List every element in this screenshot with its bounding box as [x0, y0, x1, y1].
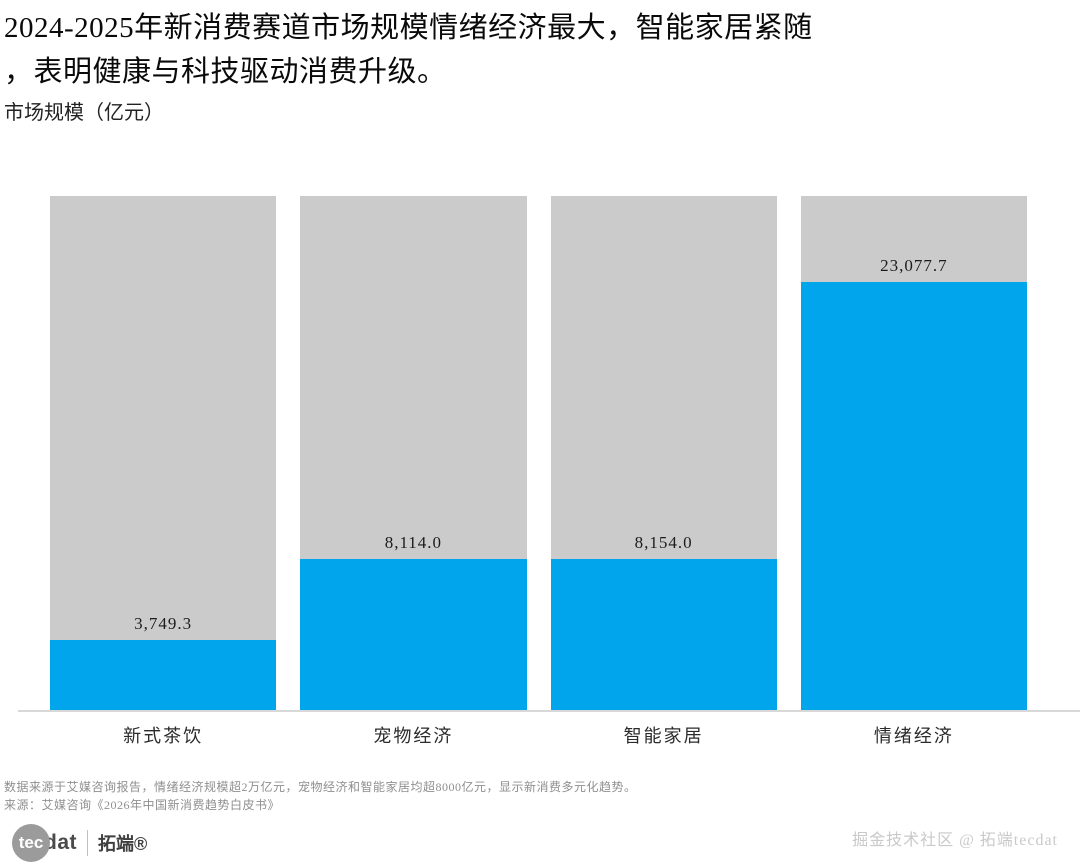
- x-axis-line: [18, 710, 1080, 712]
- bar-value-label: 8,154.0: [634, 532, 693, 552]
- logo-divider: [87, 830, 88, 856]
- bar-group: 23,077.7 情绪经济: [800, 196, 1027, 746]
- bar-group: 8,154.0 智能家居: [550, 196, 777, 746]
- value-bar: [50, 640, 277, 710]
- chart-title-line1: 2024-2025年新消费赛道市场规模情绪经济最大，智能家居紧随: [4, 12, 813, 44]
- category-label: 新式茶饮: [123, 726, 204, 746]
- value-bar: [800, 281, 1027, 710]
- category-label: 宠物经济: [373, 726, 454, 746]
- tecdat-logo: tec dat 拓端®: [12, 824, 147, 862]
- footnote-line1: 数据来源于艾媒咨询报告，情绪经济规模超2万亿元，宠物经济和智能家居均超8000亿…: [4, 780, 637, 794]
- chart-title-line2: ，表明健康与科技驱动消费升级。: [4, 56, 447, 88]
- category-label: 情绪经济: [873, 726, 954, 746]
- bar-value-label: 23,077.7: [880, 255, 948, 275]
- bar-group: 8,114.0 宠物经济: [300, 196, 527, 746]
- watermark-text: 掘金技术社区 @ 拓端tecdat: [852, 832, 1058, 849]
- bar-group: 3,749.3 新式茶饮: [50, 196, 277, 746]
- footnotes: 数据来源于艾媒咨询报告，情绪经济规模超2万亿元，宠物经济和智能家居均超8000亿…: [4, 778, 637, 814]
- tecdat-brand-name: 拓端®: [98, 834, 148, 854]
- category-label: 智能家居: [623, 726, 704, 746]
- background-max-bar: [50, 196, 277, 710]
- bar-value-label: 8,114.0: [384, 533, 443, 553]
- value-bar: [300, 559, 527, 710]
- tecdat-logo-circle: tec: [12, 824, 50, 862]
- y-axis-label: 市场规模（亿元）: [4, 102, 164, 124]
- chart-title: 2024-2025年新消费赛道市场规模情绪经济最大，智能家居紧随 ，表明健康与科…: [4, 6, 904, 94]
- tecdat-logo-text: dat: [44, 831, 77, 854]
- bar-chart-plot-area: 3,749.3 新式茶饮 8,114.0 宠物经济 8,154.0 智能家居 23,077.…: [50, 196, 1027, 746]
- bar-value-label: 3,749.3: [134, 614, 193, 634]
- footnote-line2: 来源：艾媒咨询《2026年中国新消费趋势白皮书》: [4, 798, 281, 812]
- value-bar: [550, 558, 777, 710]
